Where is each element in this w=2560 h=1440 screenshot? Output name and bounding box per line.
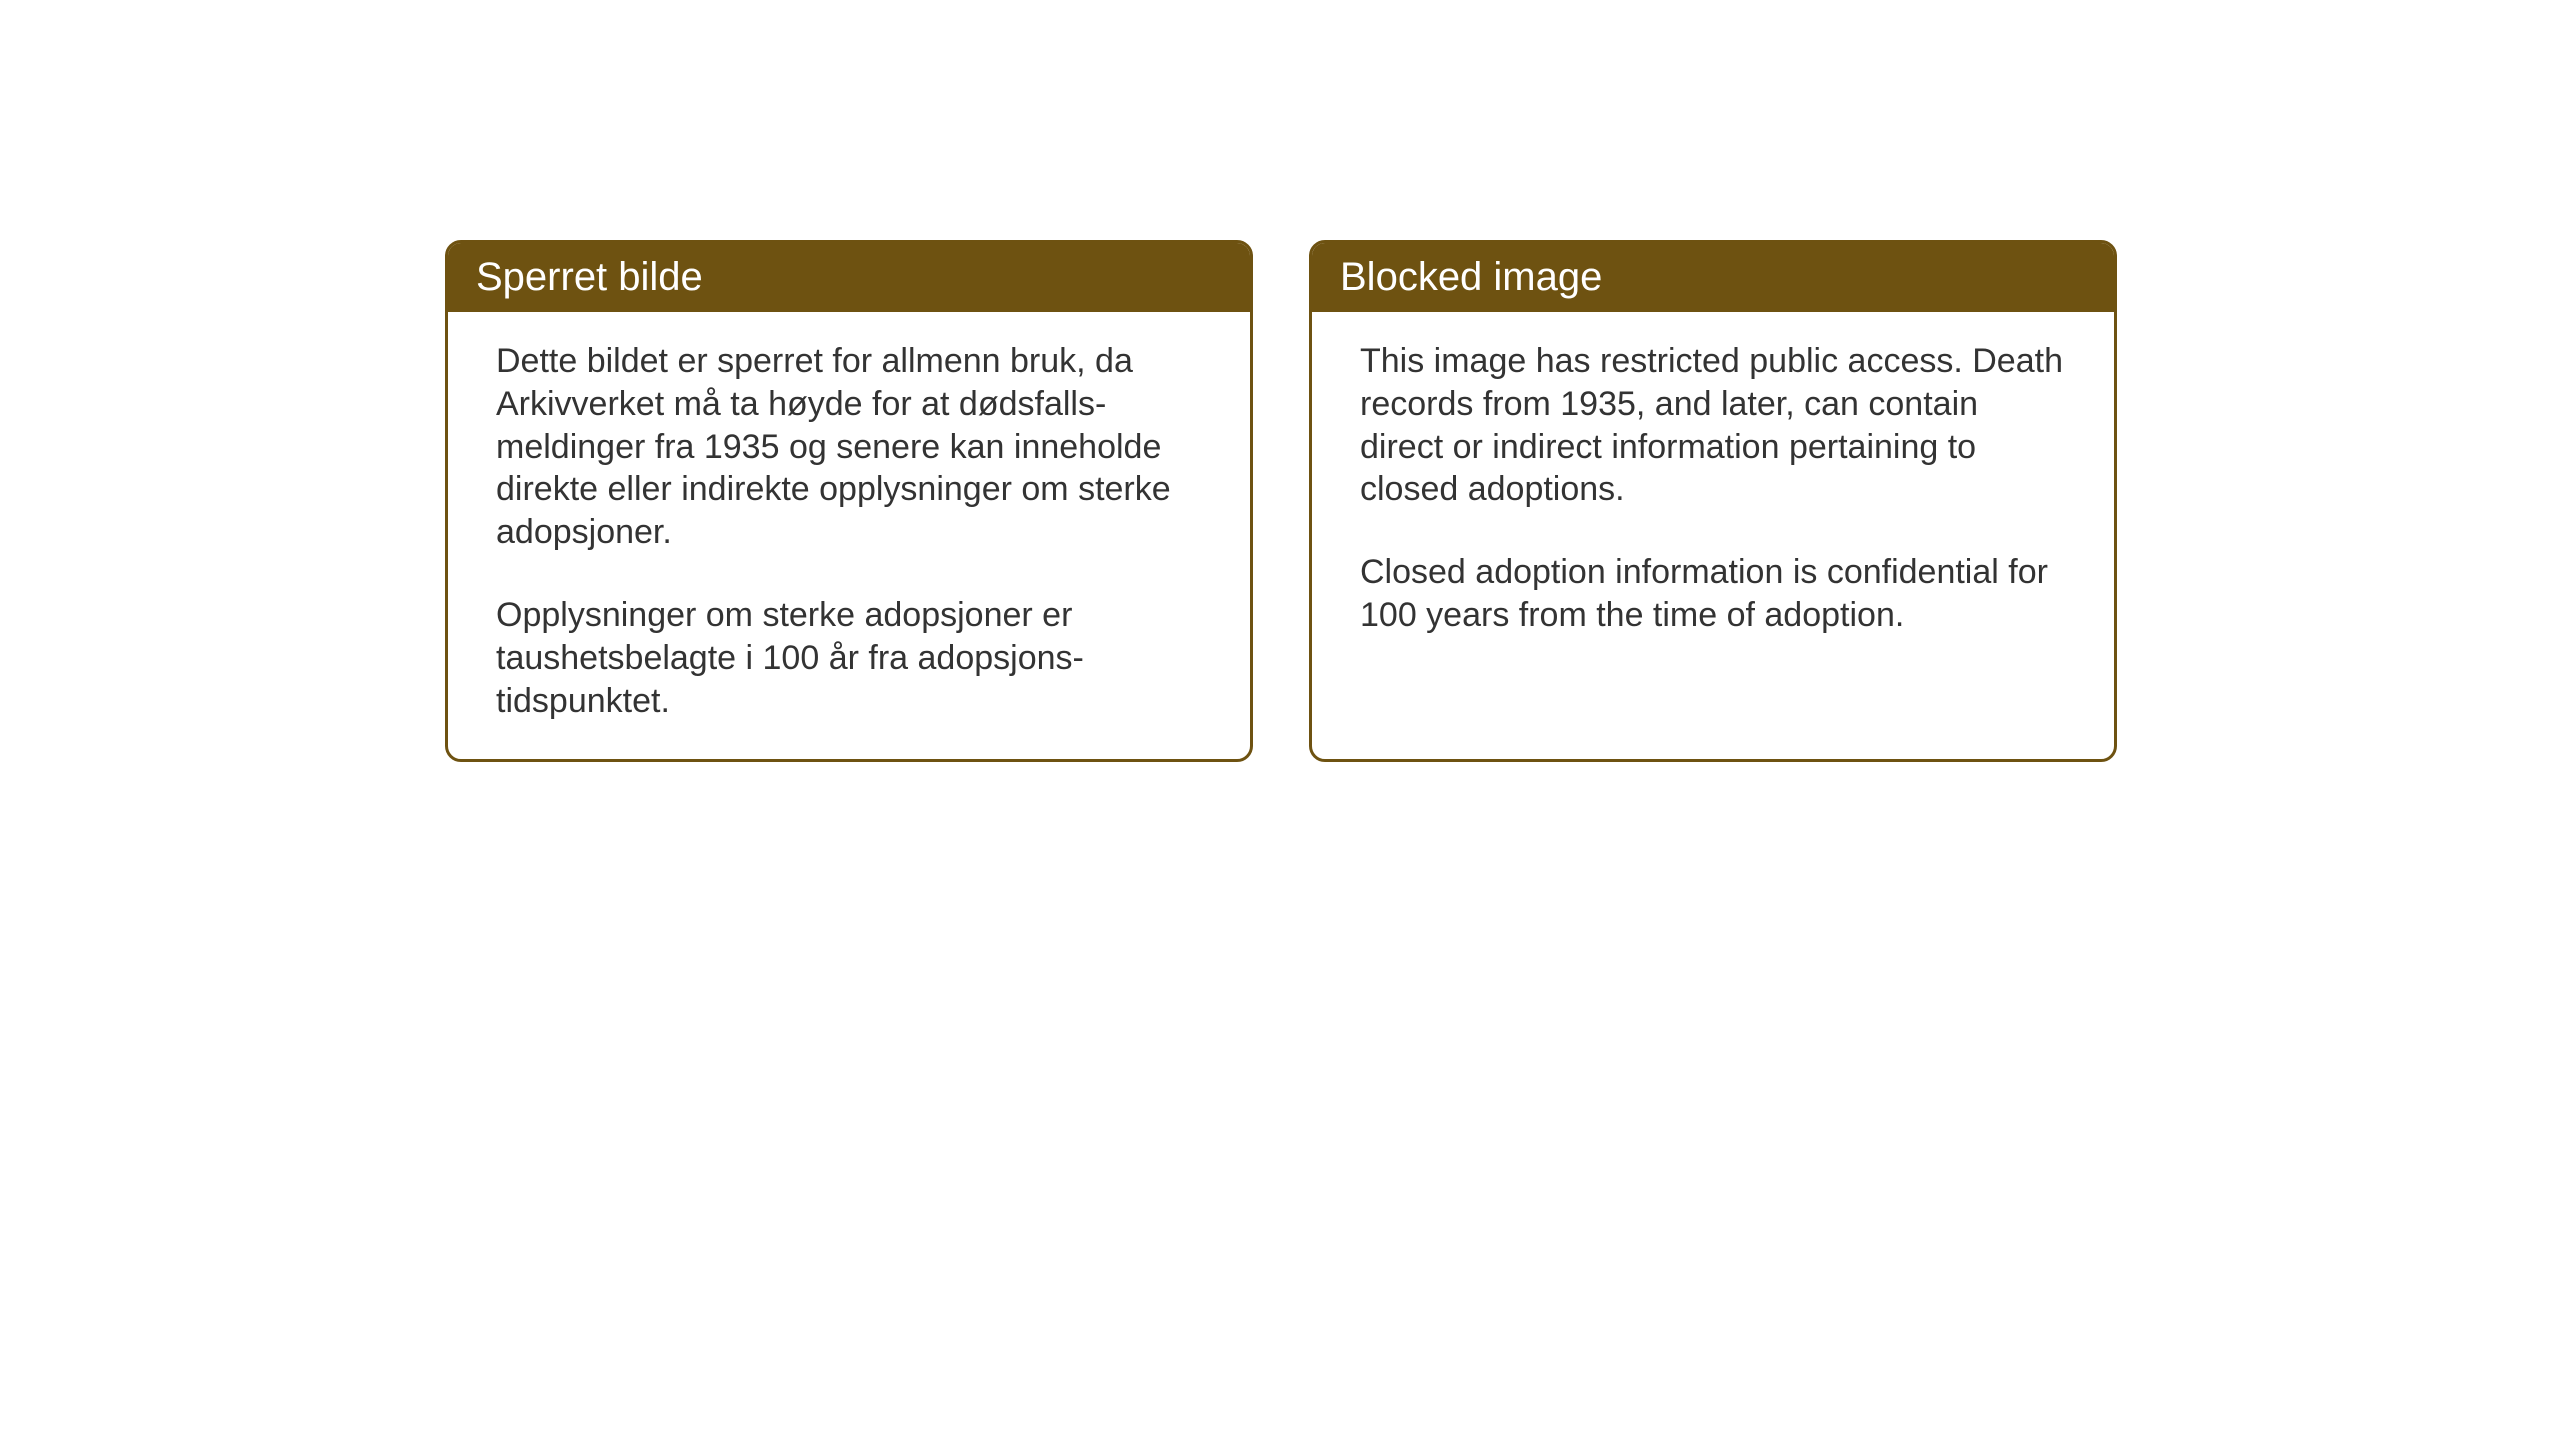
notice-title-english: Blocked image	[1340, 255, 1602, 299]
notice-card-english: Blocked image This image has restricted …	[1309, 240, 2117, 762]
notice-header-english: Blocked image	[1312, 243, 2114, 312]
notice-container: Sperret bilde Dette bildet er sperret fo…	[445, 240, 2117, 762]
notice-body-english: This image has restricted public access.…	[1312, 312, 2114, 740]
notice-title-norwegian: Sperret bilde	[476, 255, 703, 299]
notice-header-norwegian: Sperret bilde	[448, 243, 1250, 312]
notice-paragraph-2-norwegian: Opplysninger om sterke adopsjoner er tau…	[496, 594, 1202, 722]
notice-body-norwegian: Dette bildet er sperret for allmenn bruk…	[448, 312, 1250, 759]
notice-paragraph-1-english: This image has restricted public access.…	[1360, 340, 2066, 511]
notice-paragraph-1-norwegian: Dette bildet er sperret for allmenn bruk…	[496, 340, 1202, 554]
notice-card-norwegian: Sperret bilde Dette bildet er sperret fo…	[445, 240, 1253, 762]
notice-paragraph-2-english: Closed adoption information is confident…	[1360, 551, 2066, 637]
